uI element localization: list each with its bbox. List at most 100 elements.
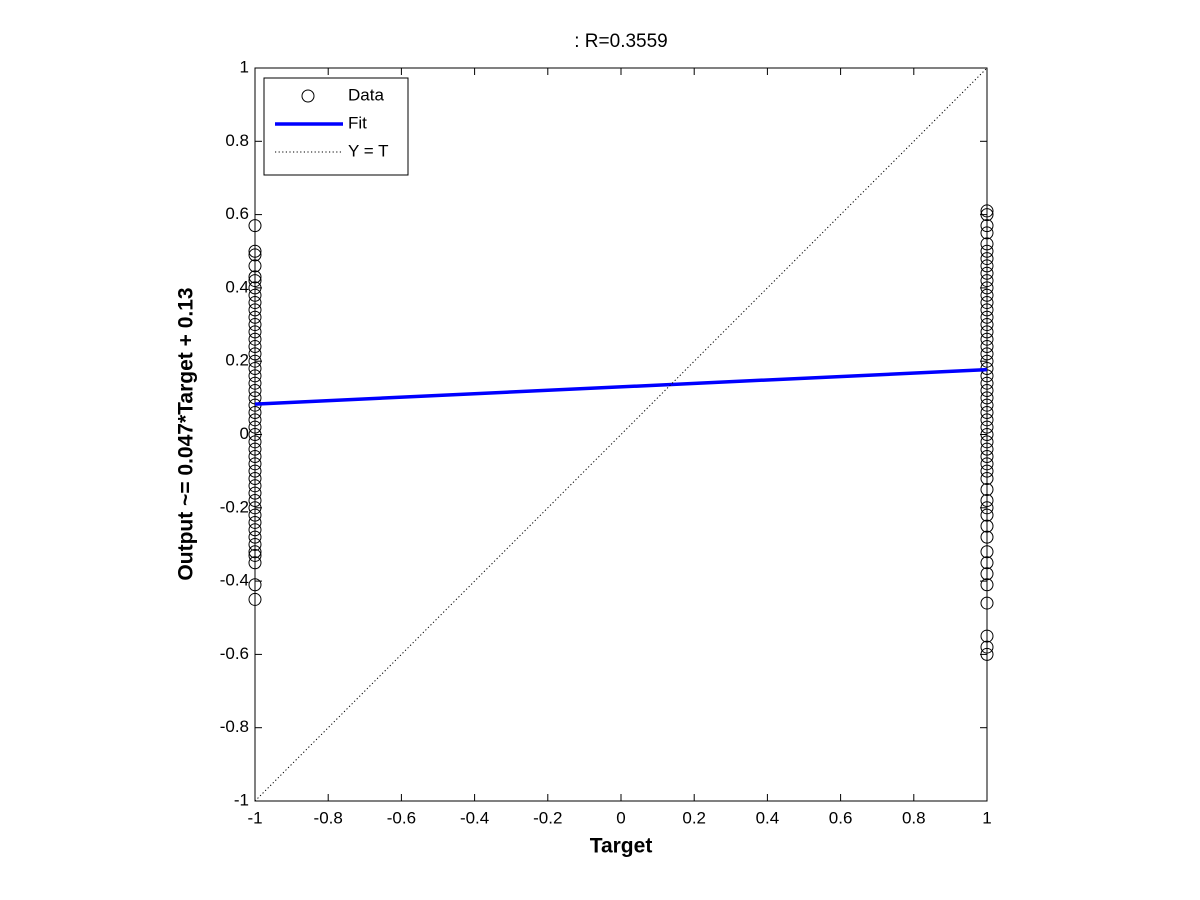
data-point xyxy=(248,369,262,383)
data-point xyxy=(980,493,994,507)
data-point xyxy=(980,449,994,463)
x-tick-label: -1 xyxy=(247,808,262,827)
x-tick-label: 0.4 xyxy=(756,808,780,827)
y-tick-label: 0 xyxy=(240,424,249,443)
y-tick-label: -0.4 xyxy=(220,571,249,590)
data-point xyxy=(980,325,994,339)
data-point xyxy=(980,237,994,251)
data-point xyxy=(248,493,262,507)
data-point xyxy=(248,449,262,463)
data-point xyxy=(248,325,262,339)
x-tick-label: 0.6 xyxy=(829,808,853,827)
fit-line xyxy=(254,367,988,406)
data-point xyxy=(248,556,262,570)
data-point xyxy=(980,376,994,390)
data-point xyxy=(248,486,262,500)
data-point xyxy=(980,252,994,266)
y-tick-label: -0.8 xyxy=(220,717,249,736)
x-tick-label: 0 xyxy=(616,808,625,827)
data-point xyxy=(980,281,994,295)
data-point xyxy=(980,578,994,592)
data-point xyxy=(980,340,994,354)
data-point xyxy=(980,204,994,218)
data-point xyxy=(980,530,994,544)
data-point xyxy=(248,464,262,478)
y-axis-label: Output ~= 0.047*Target + 0.13 xyxy=(175,287,198,580)
data-point xyxy=(980,347,994,361)
data-point xyxy=(980,508,994,522)
data-point xyxy=(980,596,994,610)
data-point xyxy=(248,592,262,606)
data-point xyxy=(248,420,262,434)
data-point xyxy=(980,332,994,346)
data-point xyxy=(980,428,994,441)
data-point xyxy=(980,303,994,317)
x-tick-label: 1 xyxy=(982,808,991,827)
y-tick-label: 0.8 xyxy=(225,131,249,150)
data-point xyxy=(980,647,994,661)
legend-label: Y = T xyxy=(348,141,388,160)
data-point xyxy=(980,318,994,332)
y-tick-label: -1 xyxy=(234,790,249,809)
data-point xyxy=(248,479,262,493)
y-tick-label: 0.4 xyxy=(225,277,249,296)
y-tick-label: -0.2 xyxy=(220,497,249,516)
data-point xyxy=(980,219,994,233)
data-point xyxy=(248,340,262,354)
data-point xyxy=(980,384,994,398)
data-point xyxy=(980,435,994,449)
data-point xyxy=(248,428,262,441)
data-point xyxy=(248,548,262,562)
data-point xyxy=(980,545,994,559)
data-point xyxy=(248,318,262,332)
data-point xyxy=(980,391,994,405)
data-point xyxy=(248,471,262,485)
data-point xyxy=(980,442,994,456)
data-point xyxy=(248,362,262,376)
data-point xyxy=(980,501,994,515)
data-point xyxy=(248,442,262,456)
data-point xyxy=(980,296,994,310)
legend-label: Data xyxy=(348,85,384,104)
data-point xyxy=(248,244,262,258)
data-point xyxy=(980,288,994,302)
data-point xyxy=(248,219,262,233)
data-point xyxy=(248,530,262,544)
data-point xyxy=(248,303,262,317)
data-point xyxy=(248,501,262,515)
data-point xyxy=(980,413,994,427)
data-point xyxy=(980,208,994,222)
data-point xyxy=(980,274,994,288)
data-point xyxy=(248,413,262,427)
data-point xyxy=(980,406,994,420)
data-point xyxy=(980,420,994,434)
y-tick-label: 0.2 xyxy=(225,351,249,370)
data-point xyxy=(980,354,994,368)
plot-area xyxy=(254,67,988,802)
data-point xyxy=(248,523,262,537)
y-tick-label: 1 xyxy=(240,57,249,76)
data-point xyxy=(980,640,994,654)
data-point xyxy=(980,629,994,643)
data-point xyxy=(248,281,262,295)
data-point xyxy=(248,515,262,529)
data-point xyxy=(248,347,262,361)
data-point xyxy=(248,248,262,262)
data-point xyxy=(248,288,262,302)
data-point xyxy=(980,457,994,471)
data-point xyxy=(980,398,994,412)
data-point xyxy=(248,508,262,522)
data-point xyxy=(980,519,994,533)
data-point xyxy=(248,310,262,324)
x-tick-label: 0.8 xyxy=(902,808,926,827)
data-point xyxy=(980,482,994,496)
data-point xyxy=(248,332,262,346)
legend-box xyxy=(263,77,409,176)
data-point xyxy=(980,259,994,273)
data-point xyxy=(980,556,994,570)
data-point xyxy=(248,545,262,559)
data-point xyxy=(980,226,994,240)
data-point xyxy=(248,537,262,551)
